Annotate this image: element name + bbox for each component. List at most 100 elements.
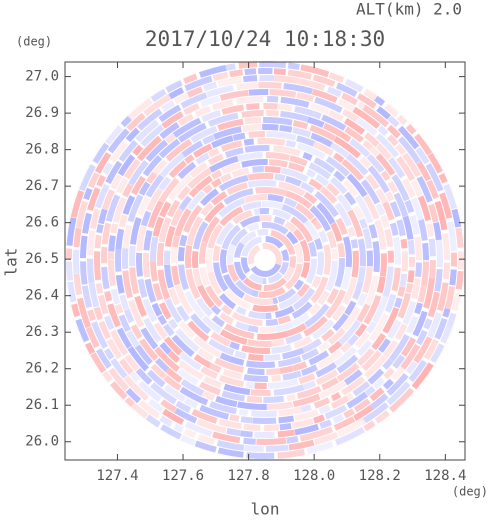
echo-cell [310,102,330,115]
echo-cell [153,322,168,340]
echo-cell [382,201,395,221]
echo-cell [230,228,248,247]
echo-cell [405,360,418,375]
echo-cell [241,345,271,354]
echo-cell [312,74,336,87]
echo-cell [345,153,369,176]
echo-cell [273,145,301,157]
echo-cell [242,201,262,212]
echo-cell [164,133,176,144]
echo-cell [234,261,247,282]
echo-cell [256,437,287,446]
echo-cell [366,250,374,267]
echo-cell [194,440,217,453]
echo-cell [386,372,409,396]
echo-cell [265,236,284,249]
echo-cell [244,194,268,204]
echo-cell [263,277,288,291]
echo-cell [254,431,275,438]
echo-cell [285,332,303,345]
echo-cell [94,152,112,174]
echo-cell [277,288,297,303]
echo-cell [238,408,248,416]
echo-cell [107,128,130,154]
echo-cell [95,283,104,295]
echo-cell [276,457,296,460]
echo-cell [102,162,113,175]
echo-cell [278,181,306,197]
echo-cell [216,440,245,451]
echo-cell [294,423,320,436]
echo-cell [423,277,435,309]
echo-cell [227,264,240,283]
echo-cell [123,308,135,324]
echo-cell [239,215,260,228]
echo-cell [331,248,338,260]
echo-cell [208,362,222,374]
echo-cell [451,292,462,312]
echo-cell [442,307,451,318]
echo-cell [382,358,394,370]
echo-cell [191,409,218,424]
echo-cell [192,221,209,250]
echo-cell [296,385,322,400]
echo-cell [262,277,267,284]
echo-cell [317,290,330,306]
echo-cell [391,366,405,381]
echo-cell [168,174,193,202]
echo-cell [243,423,261,431]
echo-cell [361,418,366,425]
echo-cell [389,387,415,413]
echo-cell [124,158,141,180]
echo-cell [323,122,352,143]
echo-cell [312,141,334,157]
echo-cell [125,127,140,143]
echo-cell [158,217,172,243]
echo-cell [218,418,242,430]
echo-cell [325,156,351,177]
echo-cell [267,96,279,103]
echo-cell [163,375,182,391]
echo-cell [272,297,279,305]
echo-cell [236,82,259,91]
echo-cell [243,294,274,305]
echo-cell [414,302,424,315]
echo-cell [223,383,251,396]
echo-cell [353,404,374,422]
echo-cell [214,357,245,373]
echo-cell [280,96,310,108]
echo-cell [178,351,202,371]
echo-cell [176,305,190,322]
echo-cell [310,132,333,148]
y-tick-label: 26.5 [25,251,59,267]
echo-cell [347,334,359,346]
echo-cell [282,347,305,360]
echo-cell [402,215,414,240]
echo-cell [85,326,100,349]
echo-cell [311,275,322,289]
echo-cell [372,377,385,390]
echo-cell [334,257,345,288]
echo-cell [118,214,128,228]
echo-cell [122,248,129,269]
echo-cell [234,350,247,360]
echo-cell [285,139,297,148]
echo-cell [330,176,348,195]
echo-cell [215,395,238,408]
echo-cell [347,226,356,238]
echo-cell [231,167,250,178]
echo-cell [200,95,221,108]
echo-cell [377,125,389,137]
echo-cell [396,156,416,182]
echo-cell [96,174,107,187]
echo-cell [257,228,269,236]
echo-cell [140,210,152,227]
echo-cell [91,321,109,349]
echo-cell [402,178,416,199]
echo-cell [252,166,264,173]
echo-cell [210,191,228,206]
echo-cell [240,416,253,424]
echo-cell [277,315,292,325]
echo-cell [184,421,213,437]
echo-cell [337,98,355,112]
